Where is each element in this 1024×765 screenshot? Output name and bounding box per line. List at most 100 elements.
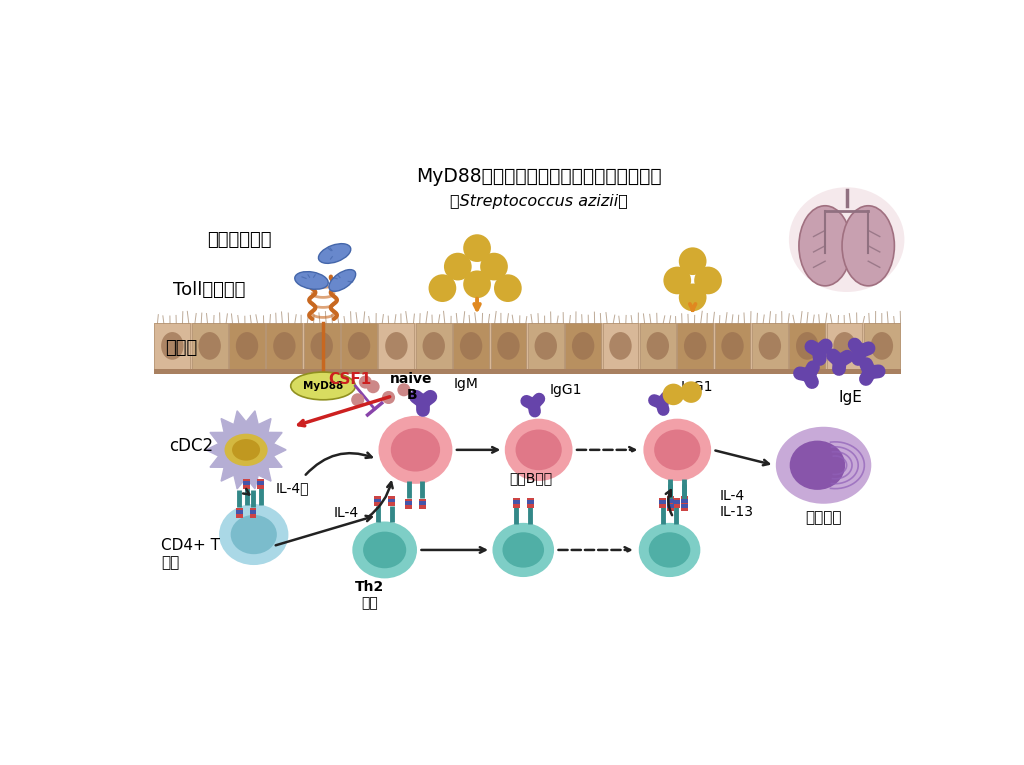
Ellipse shape <box>654 429 700 470</box>
Ellipse shape <box>493 522 554 577</box>
Bar <box>379 323 415 369</box>
Circle shape <box>351 393 365 406</box>
Bar <box>374 499 381 503</box>
Text: 記憶B細胞: 記憶B細胞 <box>509 471 553 486</box>
Text: IgE: IgE <box>839 390 862 405</box>
Ellipse shape <box>609 332 632 360</box>
Ellipse shape <box>498 332 519 360</box>
Text: MyD88: MyD88 <box>303 381 343 391</box>
Ellipse shape <box>423 332 445 360</box>
Ellipse shape <box>684 332 707 360</box>
Ellipse shape <box>161 332 183 360</box>
Bar <box>341 323 377 369</box>
Bar <box>304 323 340 369</box>
Text: CD4+ T
細胞: CD4+ T 細胞 <box>162 538 220 570</box>
Ellipse shape <box>460 332 482 360</box>
Bar <box>236 508 243 518</box>
Text: IgG1: IgG1 <box>549 382 582 397</box>
Ellipse shape <box>759 332 781 360</box>
Bar <box>667 499 674 503</box>
Bar <box>527 323 563 369</box>
Circle shape <box>480 252 508 281</box>
Bar <box>490 323 526 369</box>
Ellipse shape <box>721 332 743 360</box>
Ellipse shape <box>318 244 351 263</box>
Ellipse shape <box>834 332 856 360</box>
Bar <box>659 497 666 508</box>
Ellipse shape <box>352 522 417 578</box>
Ellipse shape <box>291 372 355 400</box>
Ellipse shape <box>646 332 669 360</box>
Bar <box>154 323 900 369</box>
Bar <box>406 501 412 505</box>
Ellipse shape <box>364 532 407 568</box>
Bar <box>388 496 395 506</box>
Ellipse shape <box>788 187 904 292</box>
Circle shape <box>429 275 457 302</box>
Bar <box>155 323 190 369</box>
Bar <box>250 510 256 514</box>
Bar <box>526 497 534 508</box>
Ellipse shape <box>385 332 408 360</box>
Ellipse shape <box>236 332 258 360</box>
Bar <box>454 323 489 369</box>
Ellipse shape <box>199 332 221 360</box>
Ellipse shape <box>219 504 289 565</box>
Ellipse shape <box>295 272 329 289</box>
Polygon shape <box>206 411 286 489</box>
Bar <box>236 510 243 514</box>
Circle shape <box>663 383 684 405</box>
Bar <box>673 500 680 503</box>
Text: IgG1: IgG1 <box>680 379 713 394</box>
Text: Th2
細胞: Th2 細胞 <box>354 580 384 610</box>
Bar <box>191 323 227 369</box>
Text: IL-4？: IL-4？ <box>275 481 309 496</box>
Circle shape <box>463 271 490 298</box>
Text: cDC2: cDC2 <box>169 437 213 455</box>
Ellipse shape <box>799 206 851 286</box>
Bar <box>388 499 395 503</box>
Bar <box>250 508 256 518</box>
Bar <box>681 501 688 512</box>
Bar <box>681 499 688 503</box>
Ellipse shape <box>639 522 700 577</box>
Bar <box>419 499 426 509</box>
Bar <box>673 497 680 508</box>
Circle shape <box>664 266 691 295</box>
Circle shape <box>367 380 380 393</box>
Bar <box>154 369 900 373</box>
Bar <box>667 496 674 506</box>
Bar <box>257 481 264 485</box>
Circle shape <box>694 266 722 295</box>
Ellipse shape <box>842 206 894 286</box>
Text: Toll様受容体: Toll様受容体 <box>173 281 246 298</box>
Ellipse shape <box>273 332 296 360</box>
Bar <box>374 496 381 506</box>
Ellipse shape <box>649 532 690 568</box>
Ellipse shape <box>776 427 871 503</box>
Ellipse shape <box>535 332 557 360</box>
Circle shape <box>679 247 707 275</box>
Circle shape <box>494 275 521 302</box>
Bar <box>602 323 638 369</box>
Bar <box>826 323 862 369</box>
Text: 肺の共生細菌: 肺の共生細菌 <box>208 231 272 249</box>
Text: 肺上皮: 肺上皮 <box>165 339 198 357</box>
Text: IL-4
IL-13: IL-4 IL-13 <box>720 489 754 519</box>
Bar <box>526 500 534 503</box>
Bar <box>416 323 452 369</box>
Ellipse shape <box>310 332 333 360</box>
Ellipse shape <box>379 416 453 483</box>
Ellipse shape <box>515 429 562 470</box>
Circle shape <box>463 234 490 262</box>
Bar <box>681 503 688 508</box>
Text: IgM: IgM <box>454 377 479 392</box>
Ellipse shape <box>232 439 260 461</box>
Bar <box>244 481 250 485</box>
Bar <box>715 323 751 369</box>
Bar <box>864 323 900 369</box>
Bar <box>406 499 412 509</box>
Ellipse shape <box>796 332 818 360</box>
Ellipse shape <box>230 515 276 554</box>
Text: IL-4: IL-4 <box>334 506 358 520</box>
